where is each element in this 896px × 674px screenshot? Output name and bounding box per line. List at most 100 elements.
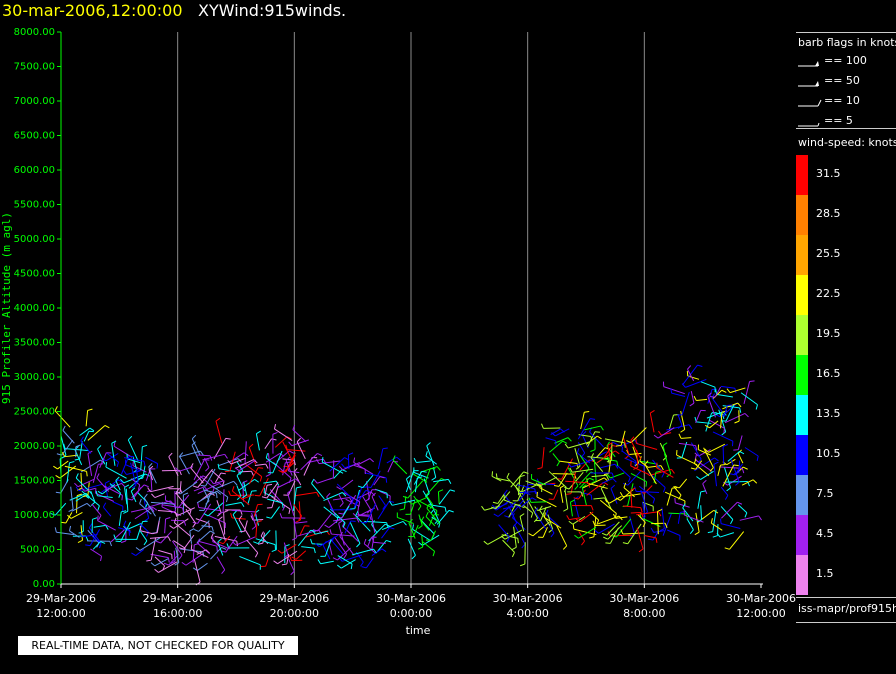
barb-flag [143, 461, 146, 467]
barb-flag [85, 544, 91, 547]
barb-flag [752, 479, 758, 484]
barb-flag [568, 520, 574, 525]
wind-barb [95, 492, 115, 502]
x-tick-time: 8:00:00 [623, 607, 665, 620]
barb-flag [67, 514, 72, 519]
wind-barb [275, 530, 277, 550]
wind-barb [369, 510, 376, 533]
barb-flag [285, 461, 291, 464]
barb-flag [137, 477, 143, 480]
wind-barb [125, 488, 129, 512]
barb-flag [382, 505, 386, 510]
wind-barb [296, 441, 306, 460]
barb-flag [331, 536, 335, 542]
x-tick-date: 29-Mar-2006 [143, 592, 213, 605]
barb-flag [721, 389, 727, 393]
wind-barb [591, 474, 607, 478]
barb-flag [324, 524, 330, 528]
wind-barb [231, 509, 256, 513]
barb-flag [271, 438, 277, 441]
wind-barb [76, 495, 78, 514]
barb-flag [121, 483, 126, 488]
wind-barb [636, 442, 658, 451]
wind-barb [381, 521, 404, 531]
barb-flag [225, 497, 229, 503]
barb-flag-icon [798, 99, 822, 107]
wind-barb [700, 381, 716, 388]
wind-barb [254, 512, 260, 526]
wind-barb [558, 472, 568, 487]
barb-flag [281, 563, 287, 566]
wind-barb [70, 486, 74, 510]
wind-barb [724, 467, 732, 488]
barb-flag [399, 508, 405, 511]
wind-barb [255, 522, 258, 538]
barb-flag [50, 512, 56, 516]
wind-barb [636, 490, 660, 494]
barb-flag [289, 555, 292, 561]
barb-flag [332, 557, 338, 561]
wind-barb [630, 440, 642, 460]
wind-barb [519, 483, 539, 494]
barb-flag [281, 502, 284, 508]
wind-barb [236, 485, 242, 497]
barb-flag [98, 543, 102, 549]
colorbar-label: 28.5 [816, 207, 841, 220]
barb-flag [412, 524, 415, 530]
wind-barb [695, 512, 700, 533]
wind-barb [582, 477, 605, 489]
barb-flag [360, 561, 364, 567]
wind-barb [264, 438, 272, 450]
barb-flag [182, 507, 185, 513]
barb-flag [658, 430, 662, 436]
barb-flag [336, 564, 342, 569]
barb-flag [712, 535, 718, 538]
wind-barb [205, 468, 216, 487]
barb-flag [710, 396, 716, 398]
barb-flag [564, 486, 570, 490]
y-tick-label: 3000.00 [14, 372, 55, 383]
wind-barb [300, 453, 318, 471]
wind-barb [702, 483, 708, 494]
barb-flag [123, 520, 127, 526]
barb-flag [75, 444, 81, 448]
wind-barb [722, 446, 725, 465]
wind-barb [65, 448, 88, 452]
barb-flag [53, 465, 58, 470]
wind-barb [609, 495, 622, 504]
wind-barb [333, 469, 343, 479]
barb-flag [682, 503, 686, 509]
wind-barb [622, 532, 645, 535]
axes: 0.00 500.00 1000.00 1500.00 2000.00 2500.00 30… [0, 27, 796, 637]
barb-flag [661, 472, 665, 478]
barb-flag [285, 444, 288, 450]
barb-flag [581, 540, 585, 546]
barb-flag [147, 487, 151, 492]
wind-barb [317, 513, 332, 532]
barb-flag [90, 501, 96, 506]
barb-flag [104, 424, 110, 429]
wind-barb [642, 502, 646, 518]
barb-flag [55, 475, 61, 479]
barb-flag [348, 452, 354, 456]
y-tick-label: 500.00 [20, 545, 55, 556]
barb-flag [265, 463, 269, 469]
barb-flag [528, 532, 534, 537]
wind-barb [149, 536, 169, 539]
barb-flag [710, 518, 713, 524]
wind-barb [156, 520, 160, 533]
barb-flag [191, 441, 196, 446]
y-tick-label: 5500.00 [14, 200, 55, 211]
barb-flag [670, 388, 673, 394]
barb-pennant [815, 81, 819, 86]
barb-flag [483, 540, 488, 545]
barb-flag [183, 548, 186, 554]
wind-barb [230, 457, 246, 465]
barb-flag [79, 532, 83, 538]
wind-barb [554, 437, 569, 444]
wind-barb [252, 518, 264, 521]
barb-flag [580, 491, 584, 497]
wind-barb [225, 501, 242, 506]
barb-flag [707, 392, 712, 397]
barb-flag [519, 474, 525, 478]
